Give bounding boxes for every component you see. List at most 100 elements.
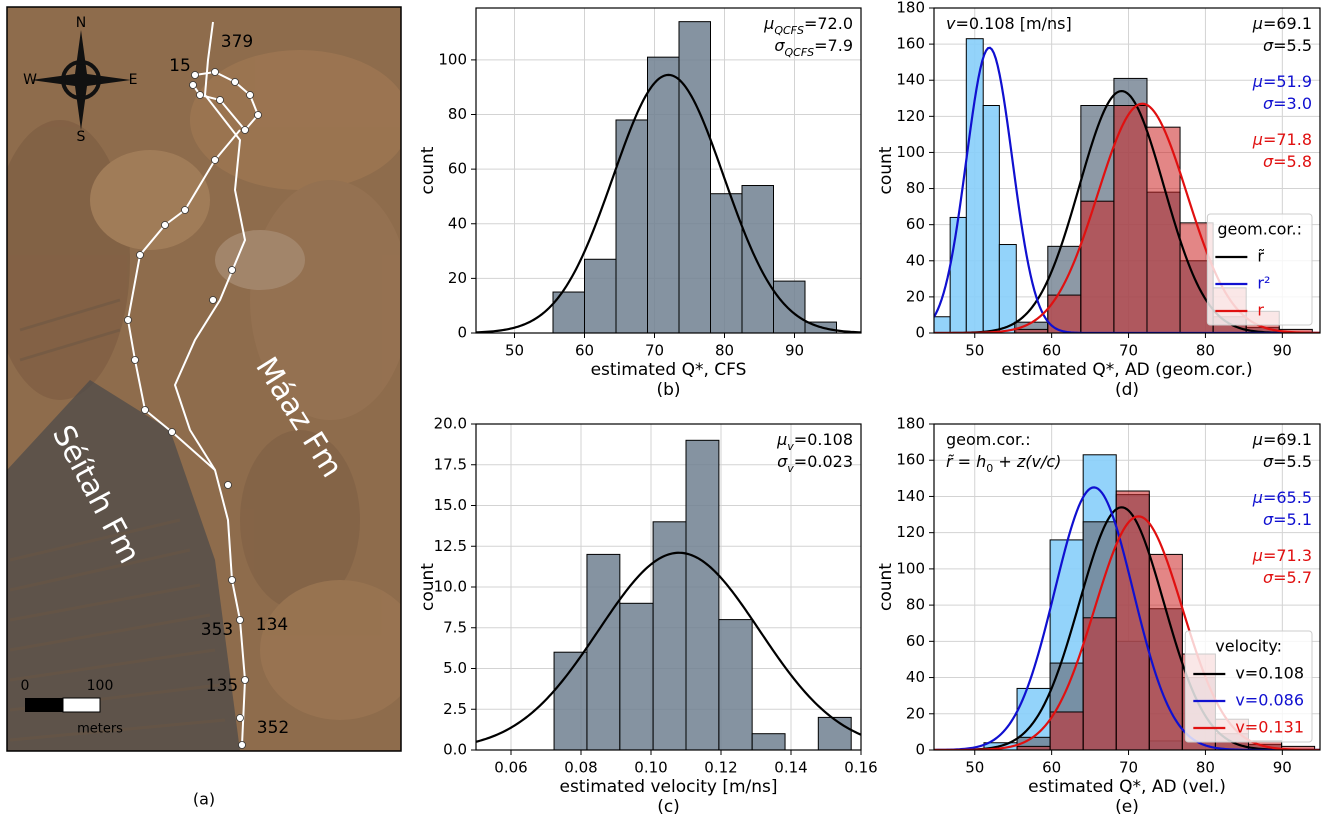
bar xyxy=(982,105,1000,333)
waypoint-label: 352 xyxy=(257,718,289,738)
y-tick-label: 20 xyxy=(906,287,925,305)
y-tick-label: 20 xyxy=(448,269,467,287)
bar xyxy=(1148,553,1183,750)
bar xyxy=(741,185,774,333)
annotation-part: QCFS xyxy=(774,24,804,37)
x-tick-label: 80 xyxy=(715,342,734,360)
annotation-part: =71.8 xyxy=(1263,130,1312,149)
bar xyxy=(1049,711,1084,750)
axes-frame xyxy=(933,423,1321,751)
legend-label: r xyxy=(1257,301,1264,320)
y-tick-label: 60 xyxy=(906,632,925,650)
waypoints-dots xyxy=(124,68,262,749)
y-tick-label: 80 xyxy=(906,179,925,197)
bar xyxy=(718,619,753,750)
annotation: r̃ = h0 + z(v/c) xyxy=(946,452,1061,475)
bar xyxy=(647,56,680,333)
annotation-part: 0 xyxy=(986,462,993,475)
bar xyxy=(1080,200,1115,333)
fit-curve xyxy=(934,46,1320,333)
annotation: σ=5.5 xyxy=(1263,36,1312,55)
legend-title: geom.cor.: xyxy=(1217,220,1302,239)
panel-caption: (a) xyxy=(193,790,215,809)
y-tick-label: 100 xyxy=(896,143,925,161)
bar xyxy=(553,651,588,750)
annotation: μ=69.1 xyxy=(1252,14,1312,33)
x-tick-label: 0.14 xyxy=(774,759,807,777)
annotation-part: =5.5 xyxy=(1273,36,1312,55)
y-tick-label: 20.0 xyxy=(434,415,467,433)
annotation: σ=5.7 xyxy=(1263,568,1312,587)
annotation-part: σ xyxy=(1263,452,1274,471)
annotation-part: =65.5 xyxy=(1263,488,1312,507)
x-tick-label: 50 xyxy=(965,342,984,360)
bar xyxy=(1082,617,1117,750)
waypoint-label: 134 xyxy=(256,615,288,635)
annotation-part: σ xyxy=(1263,36,1274,55)
annotation-part: =3.0 xyxy=(1273,94,1312,113)
x-tick-label: 50 xyxy=(965,759,984,777)
annotation-part: =0.023 xyxy=(794,452,853,471)
bar xyxy=(949,216,967,333)
y-tick-label: 40 xyxy=(448,214,467,232)
y-tick-label: 60 xyxy=(906,215,925,233)
x-tick-label: 80 xyxy=(1196,759,1215,777)
fit-curve xyxy=(934,506,1320,750)
y-tick-label: 120 xyxy=(896,523,925,541)
annotation-part: μ xyxy=(1252,72,1263,91)
bar xyxy=(773,280,806,333)
y-tick-label: 12.5 xyxy=(434,537,467,555)
annotation-part: geom.cor.: xyxy=(946,430,1031,449)
x-tick-label: 70 xyxy=(1119,759,1138,777)
fit-curve xyxy=(476,551,861,743)
legend-label: r̃ xyxy=(1257,247,1264,266)
terrain xyxy=(7,50,401,720)
y-tick-label: 7.5 xyxy=(443,618,467,636)
annotation: σQCFS=7.9 xyxy=(774,36,853,59)
panel-caption: (d) xyxy=(1115,380,1139,400)
annotation: geom.cor.: xyxy=(946,430,1031,449)
compass-e: E xyxy=(129,72,138,88)
x-tick-label: 0.10 xyxy=(634,759,667,777)
plot-area xyxy=(476,21,861,333)
x-tick-label: 90 xyxy=(1273,342,1292,360)
x-tick-label: 70 xyxy=(645,342,664,360)
annotation-part: σ xyxy=(777,452,788,471)
annotation-part: =69.1 xyxy=(1263,430,1312,449)
y-tick-label: 10.0 xyxy=(434,578,467,596)
y-axis-label: count xyxy=(418,146,438,194)
y-tick-label: 80 xyxy=(448,105,467,123)
legend-box xyxy=(1206,213,1313,326)
panel-caption: (b) xyxy=(656,380,680,400)
y-tick-label: 0 xyxy=(457,324,467,342)
bar xyxy=(652,521,687,750)
annotation-part: QCFS xyxy=(784,46,814,59)
x-tick-label: 0.08 xyxy=(564,759,597,777)
scale-end: 100 xyxy=(87,678,114,694)
annotation: μv=0.108 xyxy=(776,430,853,453)
waypoint-label: 353 xyxy=(201,620,233,640)
annotation-part: σ xyxy=(1263,94,1274,113)
annotation: μ=71.3 xyxy=(1252,546,1312,565)
panel-caption: (c) xyxy=(657,797,680,817)
y-axis-label: count xyxy=(876,563,896,611)
bar xyxy=(619,602,654,750)
y-tick-label: 40 xyxy=(906,251,925,269)
annotation: σ=5.5 xyxy=(1263,452,1312,471)
bar xyxy=(998,244,1017,333)
x-axis-label: estimated velocity [m/ns] xyxy=(559,777,777,797)
y-tick-label: 5.0 xyxy=(443,659,467,677)
bar xyxy=(1113,105,1148,333)
y-axis-label: count xyxy=(418,563,438,611)
map-frame xyxy=(6,6,402,752)
legend-label: v=0.108 xyxy=(1235,664,1304,683)
waypoint-label: 379 xyxy=(221,32,253,52)
annotation-part: =0.108 [m/ns] xyxy=(955,14,1071,33)
axes-frame xyxy=(475,7,862,334)
annotation-part: =7.9 xyxy=(814,36,853,55)
annotation-part: σ xyxy=(1263,568,1274,587)
fit-curve xyxy=(476,73,861,333)
panel-caption: (e) xyxy=(1115,797,1139,817)
annotation-part: =5.5 xyxy=(1273,452,1312,471)
x-tick-label: 70 xyxy=(1119,342,1138,360)
